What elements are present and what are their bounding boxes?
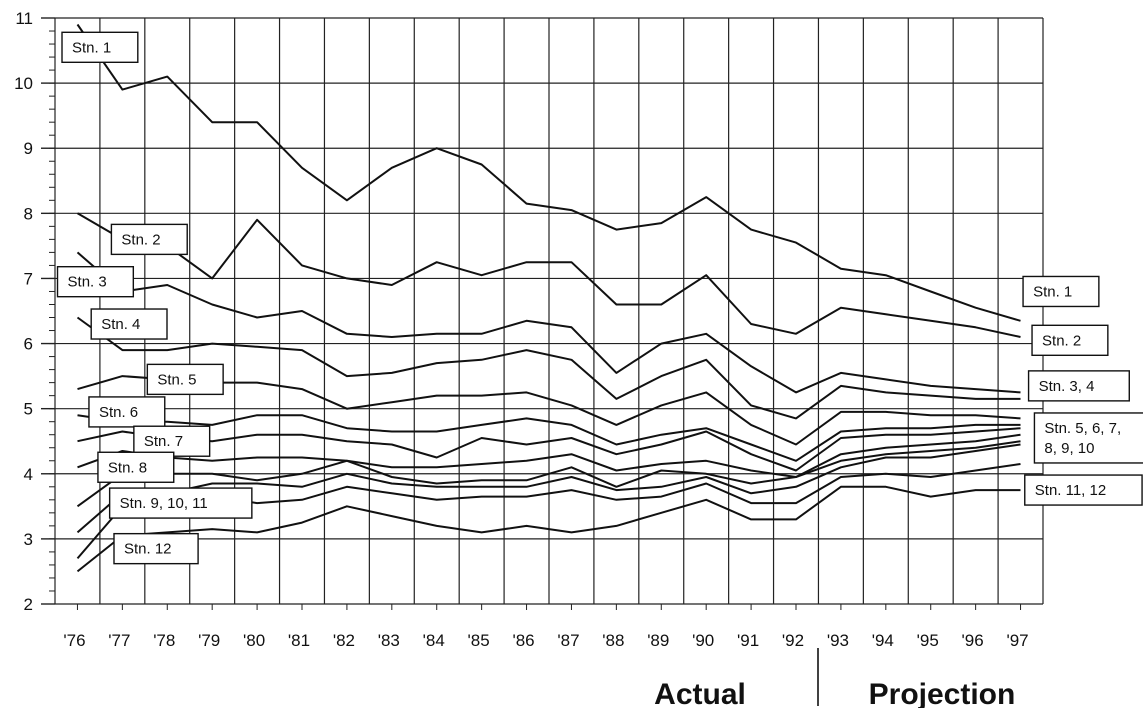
y-tick-label: 2: [24, 595, 33, 614]
y-tick-label: 9: [24, 139, 33, 158]
station-label-box: [1033, 412, 1143, 464]
station-label-box: [108, 487, 253, 519]
series-line-8: [77, 433, 1021, 478]
station-label: Stn. 11, 12: [1024, 474, 1143, 506]
x-tick-label: '97: [1006, 631, 1028, 650]
series-line-1: [76, 23, 1021, 322]
station-label-text: Stn. 7: [144, 433, 183, 450]
y-tick-label: 11: [15, 9, 33, 28]
region-label-projection: Projection: [869, 678, 1016, 708]
x-tick-label: '81: [288, 631, 310, 650]
x-tick-label: '96: [962, 631, 984, 650]
y-tick-label: 6: [24, 335, 33, 354]
station-label-text: Stn. 3: [68, 274, 107, 291]
station-label-text: 8, 9, 10: [1044, 440, 1094, 457]
y-tick-label: 7: [24, 269, 33, 288]
station-label-text: Stn. 9, 10, 11: [120, 495, 208, 512]
x-tick-label: '78: [153, 631, 175, 650]
station-label-text: Stn. 4: [101, 316, 140, 333]
station-label: Stn. 3, 4: [1027, 370, 1130, 402]
station-label-box: [61, 31, 139, 63]
region-labels: Actual Projection: [654, 648, 1015, 708]
station-label: Stn. 4: [90, 308, 168, 340]
station-label-text: Stn. 12: [124, 541, 172, 558]
x-tick-label: '93: [827, 631, 849, 650]
x-tick-label: '95: [917, 631, 939, 650]
station-label-text: Stn. 5, 6, 7,: [1044, 420, 1121, 437]
x-tick-label: '80: [243, 631, 265, 650]
x-tick-label: '91: [737, 631, 759, 650]
x-tick-label: '76: [63, 631, 85, 650]
station-label-text: Stn. 6: [99, 404, 138, 421]
series-line-6: [77, 414, 1021, 462]
station-label: Stn. 1: [1022, 275, 1100, 308]
y-tick-label: 8: [24, 204, 33, 223]
x-tick-label: '92: [782, 631, 804, 650]
station-labels: Stn. 1 Stn. 2 Stn. 3 Stn. 4 Stn. 5 Stn. 6 Stn.…: [56, 31, 1143, 565]
station-label-box: [88, 396, 166, 428]
station-label-text: Stn. 1: [1033, 283, 1072, 300]
series-line-7: [77, 427, 1021, 472]
station-label-box: [1024, 474, 1143, 506]
x-tick-label: '86: [512, 631, 534, 650]
x-tick-label: '88: [602, 631, 624, 650]
y-tick-label: 5: [24, 400, 33, 419]
x-tick-label: '89: [647, 631, 669, 650]
x-tick-label: '94: [872, 631, 894, 650]
station-label-box: [1022, 275, 1100, 308]
station-label: Stn. 12: [113, 532, 199, 565]
series-line-5: [77, 375, 1021, 446]
station-label-box: [1027, 370, 1130, 402]
x-tick-label: '87: [557, 631, 579, 650]
x-tick-label: '79: [198, 631, 220, 650]
x-tick-label: '84: [423, 631, 445, 650]
y-tick-label: 3: [24, 530, 33, 549]
station-label: Stn. 3: [56, 266, 135, 298]
station-label-text: Stn. 3, 4: [1039, 378, 1095, 395]
station-label: Stn. 5: [146, 363, 224, 396]
station-label-box: [113, 532, 199, 565]
series-line-10: [76, 443, 1021, 534]
station-label-box: [110, 223, 188, 256]
x-tick-label: '90: [692, 631, 714, 650]
station-label-text: Stn. 2: [121, 231, 160, 248]
series-line-3: [76, 251, 1021, 394]
station-label-box: [56, 266, 135, 298]
axes: 2 3 4 5 6 7 8 9 10 11 '76 '77 '78 '79 '80 '81 '82 '83 '84 '…: [14, 9, 1029, 650]
station-label-box: [97, 451, 175, 483]
station-label-box: [146, 363, 224, 396]
series-line-4: [76, 316, 1021, 420]
grid: [54, 17, 1044, 605]
x-tick-label: '83: [378, 631, 400, 650]
station-label: Stn. 1: [61, 31, 139, 63]
y-tick-label: 4: [24, 465, 33, 484]
station-label-box: [1031, 324, 1109, 356]
series-line-9: [76, 440, 1021, 508]
y-tick-label: 10: [14, 74, 33, 93]
station-label: Stn. 8: [97, 451, 175, 483]
station-label: Stn. 9, 10, 11: [108, 487, 253, 519]
x-tick-label: '82: [333, 631, 355, 650]
x-tick-label: '77: [108, 631, 130, 650]
station-label: Stn. 6: [88, 396, 166, 428]
station-label-text: Stn. 8: [108, 459, 147, 476]
region-label-actual: Actual: [654, 678, 746, 708]
station-label: Stn. 5, 6, 7, 8, 9, 10: [1033, 412, 1143, 464]
x-tick-label: '85: [468, 631, 490, 650]
station-label-text: Stn. 11, 12: [1035, 482, 1106, 499]
station-label-box: [90, 308, 168, 340]
station-label-text: Stn. 5: [157, 371, 196, 388]
station-label-text: Stn. 2: [1042, 332, 1081, 349]
series-line-2: [76, 212, 1021, 338]
series-line-12: [76, 485, 1021, 573]
station-label: Stn. 2: [1031, 324, 1109, 356]
station-label-text: Stn. 1: [72, 39, 111, 56]
station-label: Stn. 2: [110, 223, 188, 256]
series-lines: [76, 23, 1021, 573]
station-label-box: [133, 425, 211, 457]
station-label: Stn. 7: [133, 425, 211, 457]
